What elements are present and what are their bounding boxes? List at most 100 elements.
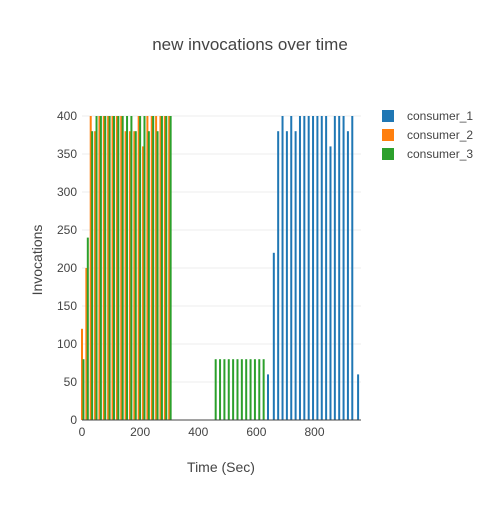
- bar-consumer_1: [320, 116, 323, 420]
- bar-consumer_1: [285, 131, 288, 420]
- bar-consumer_1: [294, 131, 297, 420]
- bar-consumer_3: [82, 359, 85, 420]
- bar-consumer_3: [108, 116, 111, 420]
- axes: 0 50 100 150 200 250 300 350 400 0 200 400 600 800: [57, 109, 361, 439]
- bar-consumer_1: [357, 374, 360, 420]
- bar-consumer_1: [267, 374, 269, 420]
- bar-consumer_2: [133, 131, 136, 420]
- bar-consumer_3: [99, 116, 102, 420]
- bars: [81, 116, 360, 420]
- y-tick-label: 50: [64, 375, 78, 389]
- bar-consumer_1: [272, 252, 275, 420]
- bar-consumer_2: [168, 116, 171, 420]
- x-axis-title: Time (Sec): [187, 459, 255, 475]
- bar-consumer_2: [124, 131, 127, 420]
- bar-consumer_2: [81, 328, 83, 420]
- legend: consumer_1 consumer_2 consumer_3: [382, 109, 473, 161]
- legend-label-consumer_1: consumer_1: [407, 109, 473, 123]
- bar-consumer_3: [219, 359, 222, 420]
- bar-consumer_3: [223, 359, 226, 420]
- bar-consumer_1: [333, 116, 336, 420]
- bar-consumer_2: [85, 268, 88, 420]
- x-tick-label: 800: [304, 425, 324, 439]
- bar-consumer_2: [111, 116, 114, 420]
- bar-consumer_3: [126, 116, 129, 420]
- bar-consumer_1: [281, 116, 284, 420]
- bar-consumer_2: [159, 116, 162, 420]
- bar-consumer_2: [128, 131, 131, 420]
- bar-consumer_1: [277, 131, 280, 420]
- legend-swatch-consumer_1: [382, 110, 394, 122]
- legend-label-consumer_3: consumer_3: [407, 147, 473, 161]
- bar-consumer_3: [156, 131, 159, 420]
- x-tick-label: 600: [246, 425, 266, 439]
- bar-consumer_2: [146, 116, 149, 420]
- bar-consumer_2: [98, 116, 101, 420]
- bar-consumer_3: [86, 237, 89, 420]
- bar-consumer_2: [163, 116, 166, 420]
- bar-consumer_3: [104, 116, 107, 420]
- bar-consumer_2: [137, 116, 140, 420]
- y-tick-label: 200: [57, 261, 77, 275]
- bar-consumer_1: [351, 116, 354, 420]
- y-axis-title: Invocations: [29, 225, 45, 296]
- bar-consumer_1: [303, 116, 306, 420]
- bar-consumer_3: [232, 359, 235, 420]
- y-tick-label: 100: [57, 337, 77, 351]
- bar-consumer_3: [134, 131, 137, 420]
- bar-consumer_2: [89, 116, 92, 420]
- bar-consumer_3: [121, 116, 124, 420]
- grid-lines: [82, 115, 361, 383]
- bar-consumer_2: [155, 116, 158, 420]
- bar-consumer_3: [245, 359, 248, 420]
- y-tick-label: 150: [57, 299, 77, 313]
- bar-consumer_1: [290, 116, 293, 420]
- bar-consumer_3: [165, 116, 168, 420]
- y-tick-label: 250: [57, 223, 77, 237]
- bar-consumer_3: [240, 359, 243, 420]
- bar-consumer_3: [262, 359, 265, 420]
- bar-consumer_1: [312, 116, 315, 420]
- bar-consumer_2: [115, 116, 118, 420]
- bar-consumer_3: [227, 359, 230, 420]
- bar-consumer_3: [169, 116, 172, 420]
- bar-consumer_3: [112, 116, 115, 420]
- x-tick-label: 200: [130, 425, 150, 439]
- bar-consumer_1: [325, 116, 328, 420]
- legend-swatch-consumer_2: [382, 129, 394, 141]
- bar-consumer_2: [142, 146, 145, 420]
- bar-consumer_2: [150, 116, 153, 420]
- x-tick-label: 400: [188, 425, 208, 439]
- y-tick-label: 350: [57, 147, 77, 161]
- y-tick-label: 300: [57, 185, 77, 199]
- bar-consumer_3: [258, 359, 261, 420]
- bar-consumer_3: [253, 359, 256, 420]
- bar-consumer_3: [214, 359, 217, 420]
- bar-consumer_1: [346, 131, 349, 420]
- bar-consumer_3: [139, 116, 142, 420]
- bar-consumer_2: [120, 116, 123, 420]
- bar-consumer_1: [342, 116, 345, 420]
- bar-consumer_3: [147, 131, 150, 420]
- legend-label-consumer_2: consumer_2: [407, 128, 473, 142]
- bar-consumer_3: [130, 116, 133, 420]
- bar-consumer_1: [298, 116, 301, 420]
- bar-consumer_1: [307, 116, 310, 420]
- bar-consumer_1: [329, 146, 332, 420]
- bar-consumer_3: [160, 116, 163, 420]
- bar-consumer_3: [95, 116, 98, 420]
- bar-consumer_1: [338, 116, 341, 420]
- bar-consumer_3: [152, 116, 155, 420]
- bar-consumer_3: [249, 359, 252, 420]
- y-tick-label: 400: [57, 109, 77, 123]
- bar-consumer_3: [143, 116, 146, 420]
- x-tick-label: 0: [79, 425, 86, 439]
- bar-consumer_3: [117, 116, 120, 420]
- chart-title: new invocations over time: [152, 35, 348, 54]
- y-tick-label: 0: [70, 413, 77, 427]
- bar-consumer_2: [107, 116, 110, 420]
- bar-consumer_2: [102, 116, 105, 420]
- bar-consumer_3: [236, 359, 239, 420]
